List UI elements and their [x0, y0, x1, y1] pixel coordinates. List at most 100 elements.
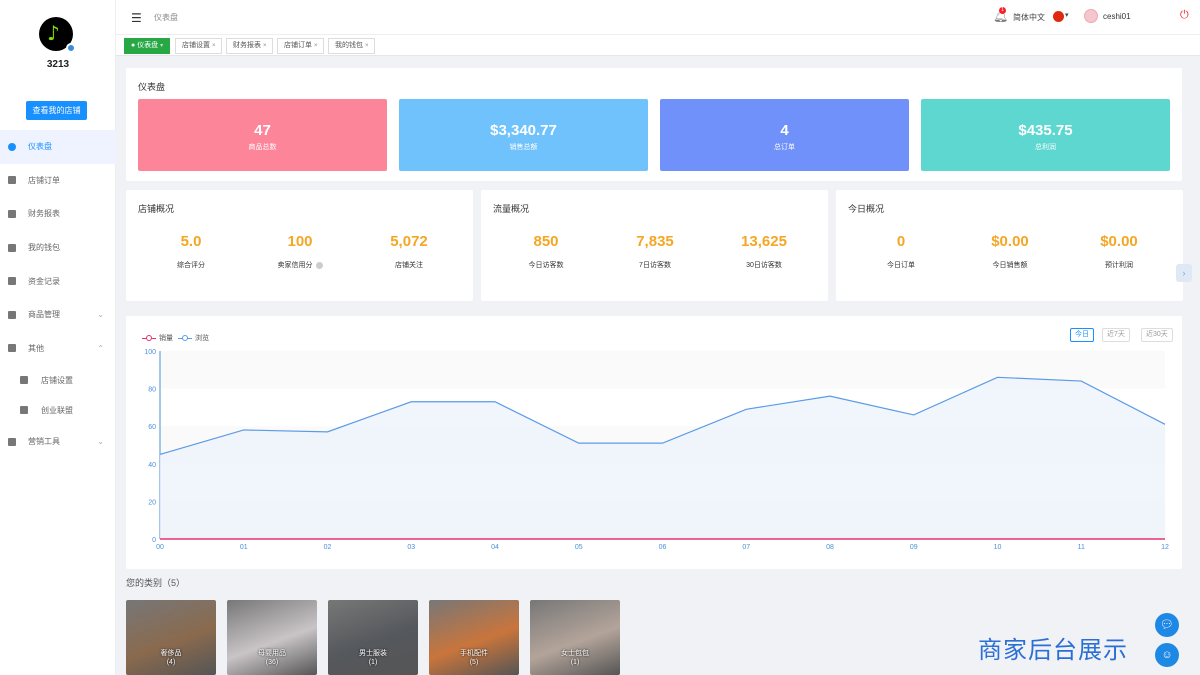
tab-label: 店铺订单	[284, 42, 312, 49]
sidebar-item-label: 店铺设置	[41, 375, 73, 385]
range-button-0[interactable]: 今日	[1070, 328, 1094, 342]
tab-close-icon[interactable]: ×	[313, 43, 318, 49]
stat-label: 总订单	[774, 144, 795, 151]
tab-label: 财务报表	[233, 42, 261, 49]
overview-metric: $0.00 今日销售额	[955, 233, 1065, 270]
funds-icon	[8, 277, 16, 286]
sidebar-item-9[interactable]: 营销工具 ⌄	[0, 425, 116, 459]
support-icon[interactable]: ☺	[1155, 643, 1179, 667]
china-flag-icon[interactable]	[1053, 11, 1064, 22]
chevron-down-icon[interactable]: ▾	[1065, 12, 1069, 19]
sidebar-item-4[interactable]: 资金记录	[0, 264, 116, 298]
top-bar: ☰ 仪表盘 🔔︎ 1 简体中文 ▾ ceshi01 ⏻	[116, 0, 1200, 34]
sidebar-item-0[interactable]: 仪表盘	[0, 130, 116, 164]
sidebar-item-8[interactable]: 创业联盟	[0, 395, 116, 425]
sidebar-item-2[interactable]: 财务报表	[0, 197, 116, 231]
verified-badge-icon	[66, 43, 76, 53]
sidebar-item-5[interactable]: 商品管理 ⌄	[0, 298, 116, 332]
metric-value: 850	[533, 233, 559, 250]
x-tick-label: 08	[826, 544, 834, 551]
goods-icon	[8, 310, 16, 319]
legend-line	[142, 334, 156, 341]
metric-label: 7日访客数	[639, 262, 671, 269]
chat-icon[interactable]: 💬︎	[1155, 613, 1179, 637]
sidebar-item-7[interactable]: 店铺设置	[0, 365, 116, 395]
category-count: (4)	[166, 659, 176, 666]
x-tick-label: 01	[240, 544, 248, 551]
shop-logo[interactable]: ♪	[39, 17, 76, 53]
logout-icon[interactable]: ⏻	[1180, 9, 1189, 21]
view-my-shop-button[interactable]: 查看我的店铺	[26, 101, 87, 120]
category-card[interactable]: 奢侈品 (4)	[126, 600, 216, 675]
sidebar-item-label: 其他	[28, 343, 44, 353]
sidebar-item-label: 创业联盟	[41, 405, 73, 415]
tab-close-icon[interactable]: ×	[364, 43, 369, 49]
tab-label: 我的钱包	[335, 42, 363, 49]
sidebar-item-3[interactable]: 我的钱包	[0, 231, 116, 265]
metric-value: 7,835	[636, 233, 674, 250]
wallet-icon	[8, 243, 16, 252]
username[interactable]: ceshi01	[1103, 12, 1131, 21]
category-card[interactable]: 手机配件 (5)	[429, 600, 519, 675]
x-tick-label: 04	[491, 544, 499, 551]
sidebar-item-6[interactable]: 其他 ⌃	[0, 332, 116, 366]
range-button-1[interactable]: 近7天	[1102, 328, 1130, 342]
tab-3[interactable]: 店铺订单 ×	[277, 38, 325, 54]
tab-close-icon[interactable]: ×	[262, 43, 267, 49]
metric-value: $0.00	[1100, 233, 1138, 250]
dashboard-title: 仪表盘	[138, 82, 166, 92]
overview-title: 店铺概况	[138, 204, 175, 214]
metric-value: 0	[896, 233, 906, 250]
tab-0[interactable]: ● 仪表盘 ▾	[124, 38, 171, 54]
overview-panel: 流量概况 850 今日访客数 7,835 7日访客数 13,625 30日访客数	[481, 190, 828, 301]
legend-item-sales[interactable]: 销量	[142, 333, 173, 343]
sidebar-nav: 仪表盘 店铺订单财务报表我的钱包 资金记录 商品管理 ⌄ 其他 ⌃ 店铺设置创业联盟营销工具 ⌄	[0, 130, 116, 459]
stat-card: 47 商品总数	[138, 99, 387, 171]
metric-label: 店铺关注	[395, 262, 423, 269]
x-tick-label: 12	[1161, 544, 1169, 551]
shop-name: 3213	[46, 59, 70, 70]
metric-label: 今日订单	[887, 262, 915, 269]
chevron-icon[interactable]: ⌃	[97, 343, 104, 353]
tab-4[interactable]: 我的钱包 ×	[328, 38, 376, 54]
y-tick-label: 40	[148, 462, 156, 469]
metric-label: 综合评分	[177, 262, 205, 269]
category-card[interactable]: 男士服装 (1)	[328, 600, 418, 675]
line-chart: 0 20 40 60 80 100 00 01 02 03 04 05 06 07 08 09 10 11 12	[144, 349, 1169, 551]
menu-toggle-icon[interactable]: ☰	[131, 11, 142, 25]
tab-1[interactable]: 店铺设置 ×	[175, 38, 223, 54]
overview-metric: 7,835 7日访客数	[600, 233, 710, 270]
legend-label: 销量	[159, 335, 173, 342]
stat-card: $3,340.77 销售总额	[399, 99, 648, 171]
y-tick-label: 20	[148, 499, 156, 506]
metric-value: 100	[287, 233, 313, 250]
x-tick-label: 06	[659, 544, 667, 551]
tab-close-icon[interactable]: ▾	[160, 43, 164, 49]
chevron-icon[interactable]: ⌄	[97, 437, 104, 447]
y-tick-label: 100	[144, 349, 156, 356]
sidebar-item-1[interactable]: 店铺订单	[0, 164, 116, 198]
language-selector[interactable]: 简体中文	[1013, 13, 1045, 22]
legend-item-views[interactable]: 浏览	[178, 333, 209, 343]
overview-title: 今日概况	[848, 204, 885, 214]
chevron-right-icon[interactable]: ›	[1176, 264, 1192, 282]
tab-2[interactable]: 财务报表 ×	[226, 38, 274, 54]
overview-metric: 13,625 30日访客数	[709, 233, 819, 270]
range-button-2[interactable]: 近30天	[1141, 328, 1173, 342]
chevron-icon[interactable]: ⌄	[97, 310, 104, 320]
y-tick-label: 0	[152, 537, 156, 544]
stat-value: $3,340.77	[490, 122, 557, 139]
category-card[interactable]: 母婴用品 (36)	[227, 600, 317, 675]
flag-icon	[20, 406, 28, 415]
help-icon[interactable]	[315, 261, 323, 269]
orders-icon	[8, 176, 16, 185]
category-card[interactable]: 女士包包 (1)	[530, 600, 620, 675]
tab-bar: ● 仪表盘 ▾ 店铺设置 × 财务报表 × 店铺订单 × 我的钱包 ×	[116, 34, 1200, 56]
stat-card: 4 总订单	[660, 99, 909, 171]
overview-metric: 0 今日订单	[846, 233, 956, 270]
notification-badge: 1	[999, 7, 1006, 14]
tab-close-icon[interactable]: ×	[211, 43, 216, 49]
x-tick-label: 00	[156, 544, 164, 551]
avatar[interactable]	[1084, 9, 1098, 23]
sidebar-item-label: 财务报表	[28, 209, 60, 219]
